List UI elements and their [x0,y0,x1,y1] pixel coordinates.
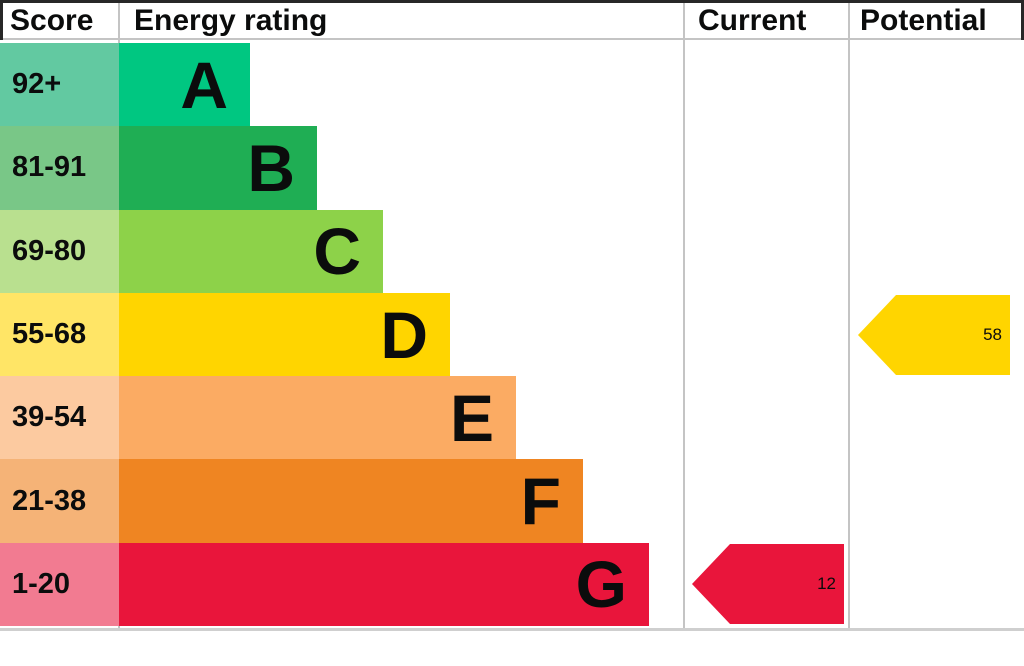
header-row: Score Energy rating Current Potential [0,3,1024,40]
band-row-a: 92+ A [0,43,1024,127]
band-score-label: 39-54 [12,401,87,434]
column-divider-current-potential [848,3,850,628]
band-score-label: 55-68 [12,318,87,351]
band-letter: E [449,380,494,455]
header-right-edge [1021,3,1024,40]
header-left-edge [0,3,3,40]
band-score-cell: 55-68 [0,292,119,377]
band-letter: F [520,464,561,539]
epc-rating-chart: Score Energy rating Current Potential 92… [0,0,1024,631]
band-bar: C [119,209,383,293]
band-score-cell: 81-91 [0,126,119,210]
left-arrow-icon [858,294,1010,375]
band-row-d: 55-68 D [0,292,1024,377]
band-score-cell: 69-80 [0,209,119,293]
header-current-label: Current [698,3,807,37]
band-bar: D [119,292,450,377]
band-score-label: 92+ [12,68,62,101]
potential-arrow: 58 [858,294,1010,375]
band-rows: 92+ A 81-91 B 69-80 C 55-68 [0,43,1024,627]
band-score-label: 81-91 [12,151,87,184]
header-energy-rating: Energy rating [119,3,684,38]
band-row-e: 39-54 E [0,376,1024,460]
header-current: Current [684,3,849,38]
band-bar: F [119,459,583,543]
potential-value: 58 [983,324,1002,344]
band-letter: C [313,214,361,289]
band-letter: D [380,297,428,372]
band-score-cell: 21-38 [0,459,119,543]
header-energy-rating-label: Energy rating [134,3,328,37]
current-value: 12 [817,574,836,594]
band-bar: G [119,542,649,627]
band-row-c: 69-80 C [0,209,1024,293]
band-letter: G [575,547,627,622]
band-row-b: 81-91 B [0,126,1024,210]
current-arrow: 12 [692,544,844,625]
band-score-cell: 1-20 [0,542,119,627]
band-score-cell: 39-54 [0,376,119,460]
band-score-label: 69-80 [12,234,87,267]
band-row-g: 1-20 G [0,542,1024,627]
header-potential: Potential [849,3,1024,38]
header-potential-label: Potential [860,3,987,37]
band-bar: E [119,376,516,460]
band-row-f: 21-38 F [0,459,1024,543]
header-score: Score [0,3,119,38]
band-letter: B [247,130,295,205]
band-score-label: 1-20 [12,567,71,600]
band-bar: A [119,43,250,127]
left-arrow-icon [692,544,844,625]
header-score-label: Score [10,3,94,37]
column-divider-rating-current [683,3,685,628]
band-bar: B [119,126,317,210]
band-score-label: 21-38 [12,484,87,517]
band-letter: A [180,47,228,122]
band-score-cell: 92+ [0,43,119,127]
